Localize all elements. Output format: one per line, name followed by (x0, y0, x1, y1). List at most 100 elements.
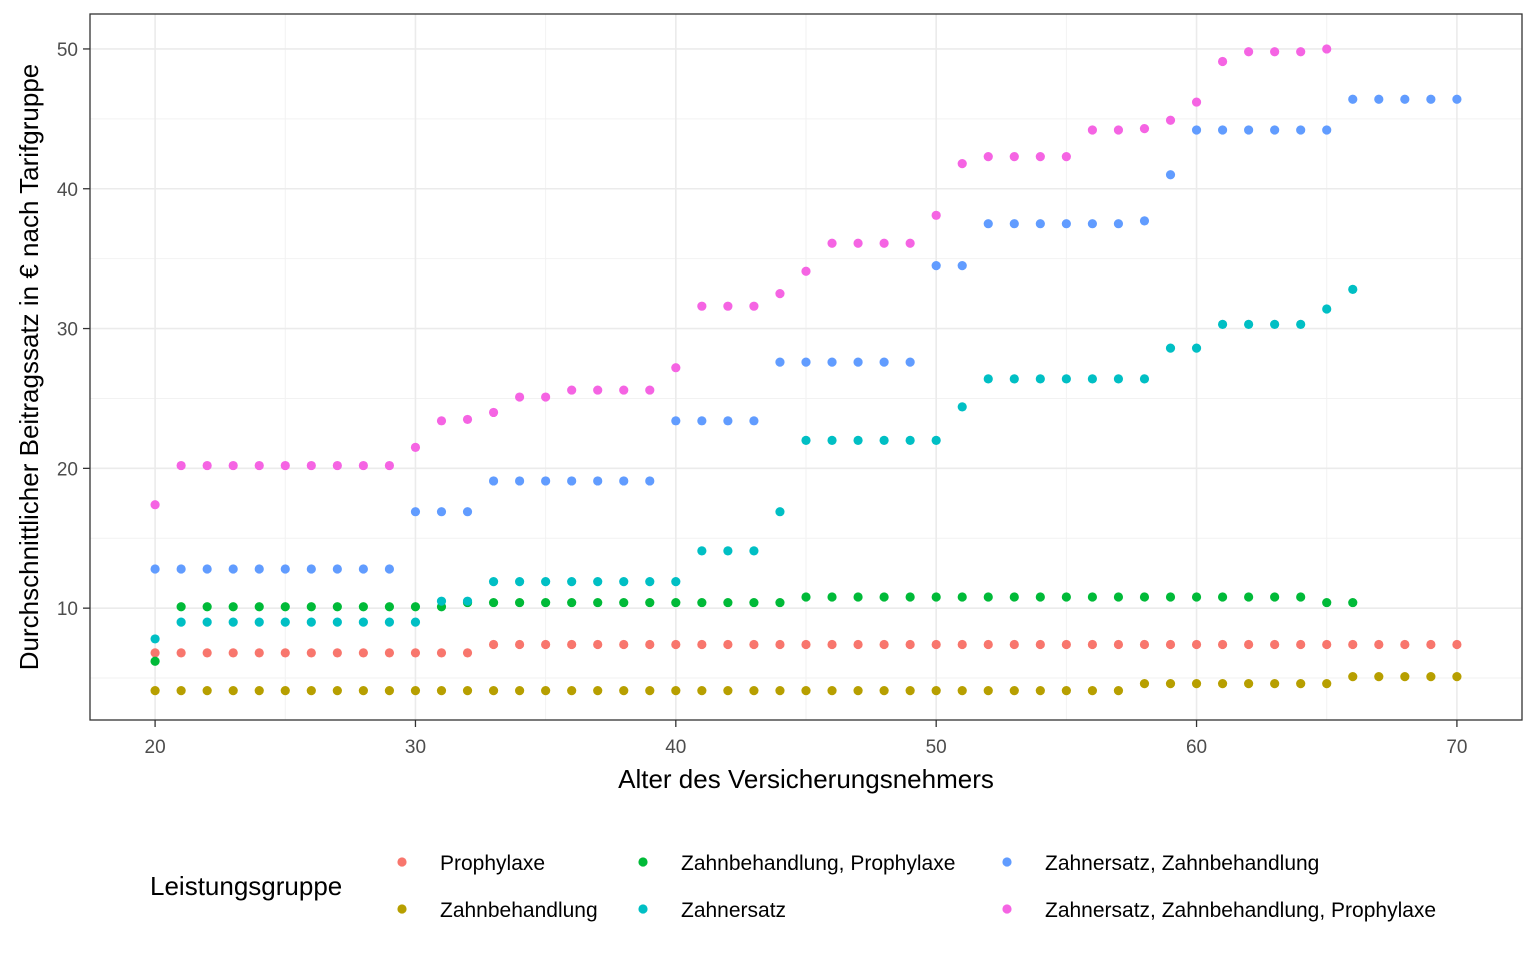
data-point (931, 686, 941, 696)
data-point (801, 357, 811, 367)
data-point (1244, 592, 1254, 602)
data-point (1165, 639, 1176, 650)
panel-border (89, 13, 1523, 721)
data-point (853, 238, 863, 248)
data-point (1035, 639, 1045, 650)
data-point (1244, 639, 1254, 650)
data-point (775, 639, 785, 650)
data-point (202, 602, 212, 612)
data-point (879, 686, 889, 696)
data-point (280, 460, 290, 471)
data-points (150, 44, 1462, 696)
data-point (202, 686, 212, 696)
data-point (1139, 124, 1150, 134)
data-point (1217, 319, 1228, 329)
data-point (462, 686, 473, 696)
data-point (488, 597, 499, 608)
data-point (1400, 639, 1410, 650)
data-point (957, 158, 967, 169)
data-point (567, 385, 577, 395)
data-point (332, 686, 342, 696)
data-point (541, 476, 551, 486)
data-point (1191, 343, 1202, 353)
data-point (384, 564, 395, 574)
data-point (697, 301, 707, 311)
data-point (1061, 592, 1071, 602)
data-point (541, 597, 551, 608)
data-point (671, 597, 681, 608)
data-point (1009, 592, 1019, 602)
data-point (671, 416, 681, 426)
legend-key (1002, 857, 1012, 867)
data-point (176, 460, 186, 471)
data-point (931, 210, 941, 220)
data-point (697, 686, 707, 696)
data-point (931, 639, 941, 650)
data-point (410, 686, 421, 696)
data-point (515, 639, 525, 650)
data-point (488, 639, 499, 650)
data-point (541, 639, 551, 650)
legend-key (397, 857, 407, 867)
data-point (1061, 219, 1071, 229)
data-point (1113, 374, 1124, 384)
data-point (384, 460, 395, 471)
data-point (306, 460, 316, 471)
data-point (593, 686, 603, 696)
data-point (853, 639, 863, 650)
data-point (905, 592, 915, 602)
y-tick-label: 20 (57, 459, 78, 480)
data-point (1348, 597, 1358, 608)
data-point (723, 639, 733, 650)
data-point (957, 639, 967, 650)
data-point (1035, 686, 1045, 696)
data-point (671, 576, 681, 587)
data-point (1009, 151, 1019, 162)
data-point (1139, 679, 1150, 689)
data-point (1087, 219, 1097, 229)
data-point (827, 435, 837, 445)
data-point (957, 402, 967, 412)
legend-key (638, 857, 648, 867)
data-point (749, 416, 759, 426)
data-point (280, 564, 290, 574)
data-point (1322, 639, 1332, 650)
data-point (1035, 592, 1045, 602)
data-point (775, 289, 785, 299)
data-point (541, 686, 551, 696)
data-point (1009, 219, 1019, 229)
data-point (1400, 94, 1410, 104)
data-point (1191, 125, 1202, 135)
data-point (1270, 592, 1280, 602)
data-point (1139, 639, 1150, 650)
data-point (462, 414, 473, 425)
data-point (280, 648, 290, 658)
data-point (332, 564, 342, 574)
data-point (228, 460, 238, 471)
data-point (176, 686, 186, 696)
data-point (1374, 639, 1384, 650)
data-point (332, 602, 342, 612)
data-point (1217, 56, 1228, 67)
legend-label: Zahnbehandlung (440, 899, 598, 922)
data-point (1165, 592, 1176, 602)
data-point (671, 639, 681, 650)
data-point (619, 476, 629, 486)
data-point (1061, 639, 1071, 650)
data-point (905, 639, 915, 650)
data-point (306, 617, 316, 627)
data-point (1296, 125, 1306, 135)
data-point (1322, 44, 1332, 54)
data-point (150, 648, 160, 658)
data-point (332, 460, 342, 471)
data-point (619, 385, 629, 395)
data-point (1165, 343, 1176, 353)
data-point (1348, 672, 1358, 682)
data-point (202, 648, 212, 658)
data-point (697, 546, 707, 556)
legend-label: Zahnersatz, Zahnbehandlung, Prophylaxe (1045, 899, 1436, 922)
data-point (1035, 219, 1045, 229)
data-point (983, 686, 993, 696)
data-point (1087, 639, 1097, 650)
